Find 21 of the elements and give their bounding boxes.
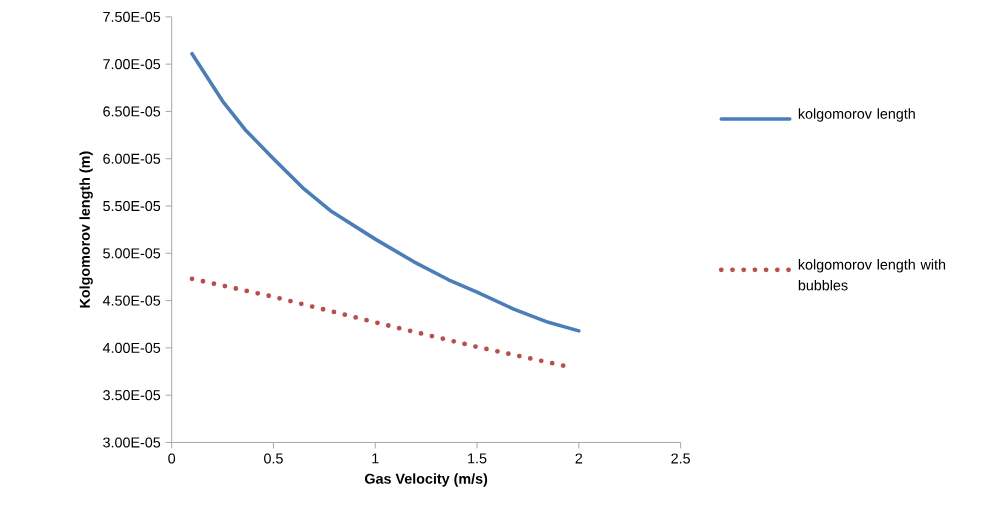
y-tick-label: 6.50E-05: [103, 106, 161, 117]
y-tick-label: 3.50E-05: [103, 390, 161, 401]
y-tick-label: 5.00E-05: [103, 248, 161, 259]
legend-label: kolgomorov length: [798, 108, 915, 122]
y-tick-label: 3.00E-05: [103, 437, 161, 448]
x-tick-label: 2.5: [671, 453, 690, 464]
y-tick-label: 6.00E-05: [103, 153, 161, 164]
x-tick-label: 2: [575, 453, 583, 464]
legend-label: kolgomorov length with bubbles: [798, 259, 946, 291]
y-tick-label: 4.50E-05: [102, 295, 161, 306]
y-axis-title: Kolgomorov length (m): [79, 151, 93, 308]
x-axis-title: Gas Velocity (m/s): [365, 473, 488, 487]
y-tick-label: 5.50E-05: [103, 201, 161, 212]
line-series: [190, 52, 581, 333]
y-tick-label: 7.50E-05: [103, 11, 161, 23]
x-tick-label: 0: [168, 453, 176, 464]
x-tick-label: 0.5: [264, 453, 283, 464]
x-tick-label: 1.5: [468, 453, 487, 464]
y-tick-label: 4.00E-05: [102, 342, 161, 354]
x-tick-label: 1: [372, 453, 379, 464]
y-tick-label: 7.00E-05: [103, 59, 161, 70]
